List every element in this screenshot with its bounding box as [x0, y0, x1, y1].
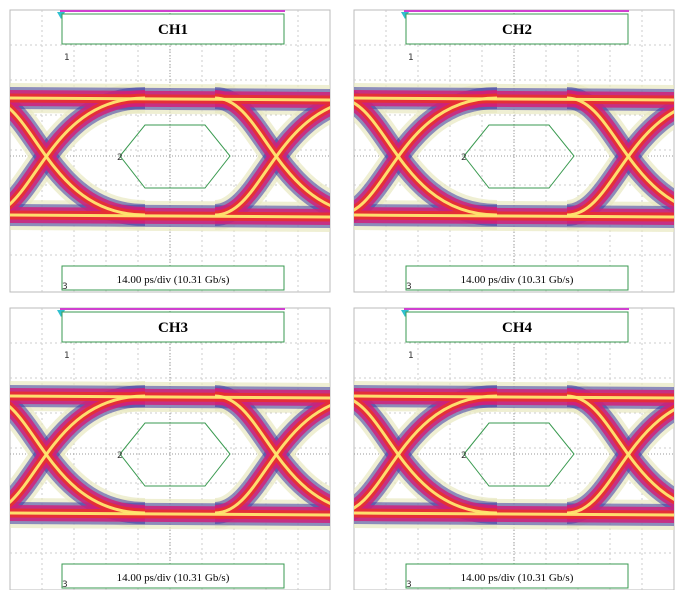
marker-label: 1: [408, 351, 414, 361]
panel-title: CH3: [158, 320, 188, 336]
panel-caption: 14.00 ps/div (10.31 Gb/s): [461, 274, 574, 286]
eye-trace: [0, 396, 340, 398]
marker-label: 3: [406, 580, 412, 590]
marker-label: 2: [117, 153, 123, 163]
marker-label: 1: [408, 53, 414, 63]
marker-label: 2: [461, 451, 467, 461]
marker-label: 3: [406, 282, 412, 292]
scope-panel: CH3 1 2 3 14.00 ps/div (10.31 Gb/s): [0, 308, 375, 590]
panel-title: CH2: [502, 22, 532, 38]
eye-trace: [344, 513, 678, 515]
panel-caption: 14.00 ps/div (10.31 Gb/s): [117, 572, 230, 584]
marker-label: 1: [64, 351, 70, 361]
marker-label: 3: [62, 282, 68, 292]
scope-panel: CH1 1 2 3 14.00 ps/div (10.31 Gb/s): [0, 10, 375, 292]
panel-title: CH1: [158, 22, 188, 38]
eye-trace: [344, 98, 678, 100]
eye-trace: [0, 215, 340, 217]
panel-title: CH4: [502, 320, 533, 336]
eye-trace: [0, 98, 340, 100]
marker-label: 2: [117, 451, 123, 461]
eye-trace: [344, 215, 678, 217]
panel-caption: 14.00 ps/div (10.31 Gb/s): [117, 274, 230, 286]
marker-label: 3: [62, 580, 68, 590]
marker-label: 1: [64, 53, 70, 63]
eye-trace: [0, 513, 340, 515]
eye-trace: [344, 396, 678, 398]
marker-label: 2: [461, 153, 467, 163]
eye-diagram-figure: CH1 1 2 3 14.00 ps/div (10.31 Gb/s) CH2 1 2 3 14.…: [0, 0, 678, 590]
panel-caption: 14.00 ps/div (10.31 Gb/s): [461, 572, 574, 584]
